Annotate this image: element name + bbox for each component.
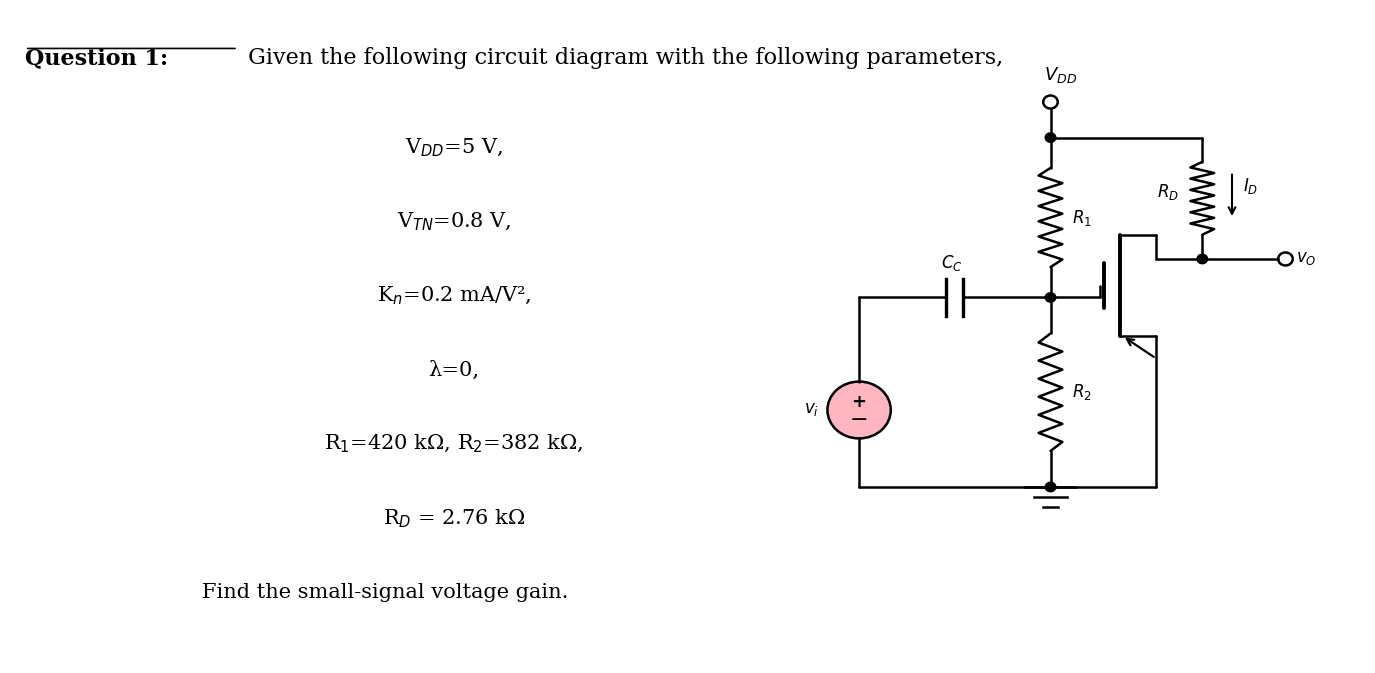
Text: V$_{DD}$=5 V,: V$_{DD}$=5 V, bbox=[404, 137, 503, 159]
Text: Question 1:: Question 1: bbox=[25, 47, 168, 69]
Circle shape bbox=[1279, 252, 1292, 265]
Circle shape bbox=[1198, 254, 1207, 264]
Circle shape bbox=[1044, 96, 1057, 108]
Circle shape bbox=[828, 382, 891, 438]
Text: R$_{1}$=420 kΩ, R$_{2}$=382 kΩ,: R$_{1}$=420 kΩ, R$_{2}$=382 kΩ, bbox=[324, 433, 583, 455]
Text: $v_O$: $v_O$ bbox=[1297, 250, 1316, 267]
Text: $C_C$: $C_C$ bbox=[941, 252, 962, 273]
Text: $R_1$: $R_1$ bbox=[1071, 207, 1092, 227]
Text: R$_{D}$ = 2.76 kΩ: R$_{D}$ = 2.76 kΩ bbox=[382, 507, 525, 530]
Circle shape bbox=[1045, 483, 1056, 492]
Text: $I_D$: $I_D$ bbox=[1243, 176, 1258, 197]
Text: Given the following circuit diagram with the following parameters,: Given the following circuit diagram with… bbox=[241, 47, 1002, 69]
Text: $V_{DD}$: $V_{DD}$ bbox=[1044, 65, 1077, 85]
Circle shape bbox=[1045, 293, 1056, 302]
Text: +: + bbox=[851, 393, 866, 411]
Text: $R_D$: $R_D$ bbox=[1158, 182, 1180, 203]
Text: Find the small-signal voltage gain.: Find the small-signal voltage gain. bbox=[202, 583, 568, 602]
Text: $v_i$: $v_i$ bbox=[804, 402, 820, 419]
Text: K$_{n}$=0.2 mA/V²,: K$_{n}$=0.2 mA/V², bbox=[377, 285, 531, 307]
Circle shape bbox=[1045, 133, 1056, 142]
Text: V$_{TN}$=0.8 V,: V$_{TN}$=0.8 V, bbox=[396, 211, 512, 233]
Text: λ=0,: λ=0, bbox=[428, 361, 480, 380]
Text: $R_2$: $R_2$ bbox=[1071, 382, 1092, 402]
Text: −: − bbox=[850, 410, 869, 430]
